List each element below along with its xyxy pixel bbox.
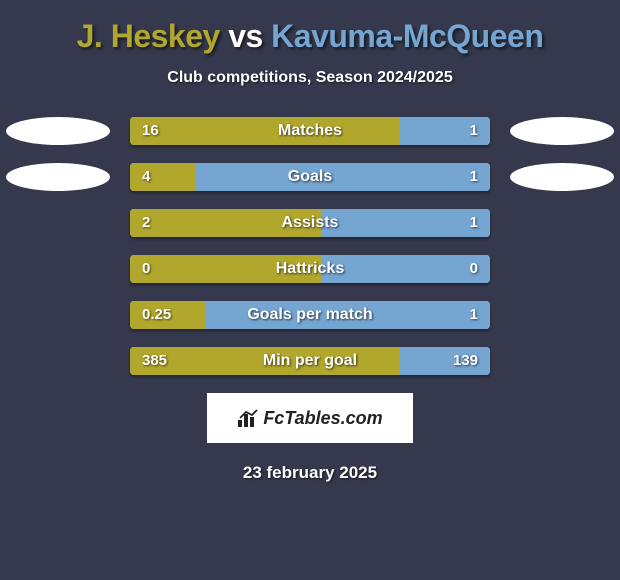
bar-segment-right [195, 163, 490, 191]
value-left: 4 [142, 163, 150, 191]
stat-row: 21Assists [0, 209, 620, 237]
subtitle: Club competitions, Season 2024/2025 [0, 69, 620, 87]
bar-segment-left [130, 209, 321, 237]
vs-separator: vs [228, 18, 263, 54]
player1-name: J. Heskey [77, 18, 220, 54]
bar-segment-right [206, 301, 490, 329]
bar-chart-icon [237, 408, 259, 428]
ellipse-decoration-right [510, 117, 614, 145]
value-right: 1 [470, 163, 478, 191]
stat-row: 41Goals [0, 163, 620, 191]
logo-box: FcTables.com [207, 393, 413, 443]
value-right: 139 [453, 347, 478, 375]
bar-track: 21Assists [130, 209, 490, 237]
bar-segment-right [321, 255, 490, 283]
value-right: 1 [470, 117, 478, 145]
ellipse-decoration-left [6, 117, 110, 145]
stat-row: 0.251Goals per match [0, 301, 620, 329]
comparison-chart: 161Matches41Goals21Assists00Hattricks0.2… [0, 117, 620, 375]
stat-row: 00Hattricks [0, 255, 620, 283]
bar-segment-left [130, 163, 195, 191]
value-right: 1 [470, 209, 478, 237]
bar-track: 0.251Goals per match [130, 301, 490, 329]
bar-segment-left [130, 255, 321, 283]
ellipse-decoration-left [6, 163, 110, 191]
bar-track: 161Matches [130, 117, 490, 145]
value-right: 0 [470, 255, 478, 283]
stat-row: 161Matches [0, 117, 620, 145]
value-left: 2 [142, 209, 150, 237]
bar-segment-left [130, 347, 400, 375]
value-left: 0.25 [142, 301, 171, 329]
comparison-title: J. Heskey vs Kavuma-McQueen [0, 0, 620, 55]
date-label: 23 february 2025 [0, 463, 620, 483]
player2-name: Kavuma-McQueen [271, 18, 543, 54]
value-left: 385 [142, 347, 167, 375]
bar-segment-left [130, 117, 400, 145]
value-right: 1 [470, 301, 478, 329]
value-left: 0 [142, 255, 150, 283]
logo-text: FcTables.com [263, 408, 382, 429]
bar-track: 41Goals [130, 163, 490, 191]
ellipse-decoration-right [510, 163, 614, 191]
bar-track: 385139Min per goal [130, 347, 490, 375]
bar-segment-right [321, 209, 490, 237]
value-left: 16 [142, 117, 159, 145]
stat-row: 385139Min per goal [0, 347, 620, 375]
bar-track: 00Hattricks [130, 255, 490, 283]
